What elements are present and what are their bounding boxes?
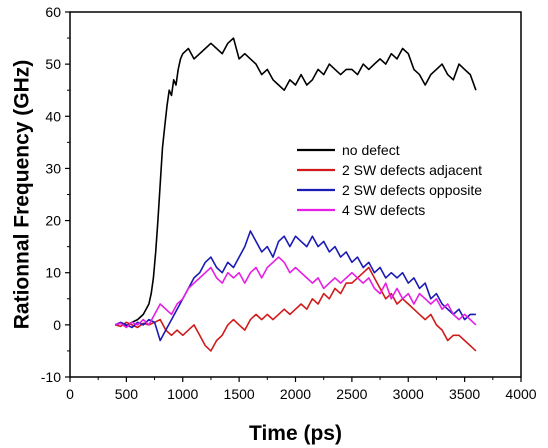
- y-tick-label: 60: [45, 4, 61, 20]
- legend: no defect 2 SW defects adjacent 2 SW defec…: [297, 142, 482, 218]
- y-tick-label: 20: [45, 213, 61, 229]
- series-line-2: [114, 266, 477, 352]
- x-tick-label: 3000: [393, 386, 424, 402]
- axis-ticks: 0 500 1000 1500 2000 2500 3000 3500 4000 -10 0 10 20…: [41, 4, 537, 402]
- series-line-3: [114, 230, 476, 342]
- x-tick-label: 4000: [505, 386, 536, 402]
- y-tick-label: 0: [53, 317, 61, 333]
- x-tick-label: 0: [66, 386, 74, 402]
- x-tick-label: 500: [115, 386, 139, 402]
- x-tick-label: 1500: [224, 386, 255, 402]
- y-tick-label: 50: [45, 56, 61, 72]
- y-axis-title: Rationnal Frequency (GHz): [11, 60, 34, 330]
- y-tick-label: 10: [45, 265, 61, 281]
- legend-label-1: no defect: [342, 142, 400, 158]
- x-tick-label: 2500: [336, 386, 367, 402]
- x-tick-label: 3500: [449, 386, 480, 402]
- y-tick-label: 40: [45, 108, 61, 124]
- series-lines: [114, 37, 477, 352]
- x-tick-label: 2000: [280, 386, 311, 402]
- legend-label-4: 4 SW defects: [342, 202, 425, 218]
- y-tick-label: -10: [41, 369, 61, 385]
- x-axis-title: Time (ps): [249, 422, 342, 445]
- series-line-1: [114, 37, 477, 327]
- legend-label-2: 2 SW defects adjacent: [342, 162, 482, 178]
- legend-label-3: 2 SW defects opposite: [342, 182, 482, 198]
- series-line-4: [114, 256, 477, 329]
- x-tick-label: 1000: [167, 386, 198, 402]
- y-tick-label: 30: [45, 160, 61, 176]
